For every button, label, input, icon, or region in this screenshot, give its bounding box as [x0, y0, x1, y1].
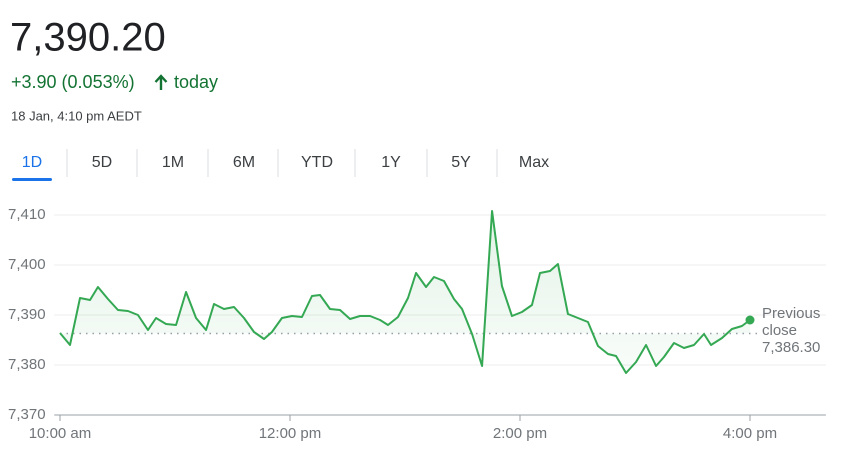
timestamp: 18 Jan, 4:10 pm AEDT	[11, 108, 142, 123]
previous-close-value: 7,386.30	[762, 339, 821, 356]
range-tabs: 1D 5D 1M 6M YTD 1Y 5Y Max	[12, 149, 549, 181]
previous-close-text: Previous close	[762, 305, 821, 339]
tab[interactable]: 5Y	[451, 154, 471, 171]
tab[interactable]: 6M	[233, 154, 255, 171]
change: +3.90 (0.053%)	[11, 72, 135, 92]
tab[interactable]: 1D	[22, 154, 42, 171]
price-line	[59, 210, 751, 374]
x-tick-label: 4:00 pm	[723, 425, 777, 442]
tab[interactable]: YTD	[301, 154, 333, 171]
tab[interactable]: Max	[519, 154, 549, 171]
x-tick-label: 12:00 pm	[259, 425, 322, 442]
y-tick-label: 7,370	[8, 406, 46, 423]
last-point	[745, 315, 755, 325]
tab[interactable]: 1M	[162, 154, 184, 171]
y-tick-label: 7,390	[8, 306, 46, 323]
area	[60, 211, 750, 373]
tab-indicator	[12, 178, 52, 181]
plot: 7,370 7,380 7,390 7,400 7,410 10:00 am 12:00 p…	[8, 206, 826, 442]
x-tick-label: 10:00 am	[29, 425, 92, 442]
up-arrow	[154, 74, 168, 90]
y-tick-label: 7,380	[8, 356, 46, 373]
change-period: today	[174, 72, 218, 92]
y-tick-label: 7,410	[8, 206, 46, 223]
tab[interactable]: 5D	[92, 154, 112, 171]
x-tick-label: 2:00 pm	[493, 425, 547, 442]
price: 7,390.20	[10, 16, 166, 60]
tab[interactable]: 1Y	[381, 154, 401, 171]
y-tick-label: 7,400	[8, 256, 46, 273]
